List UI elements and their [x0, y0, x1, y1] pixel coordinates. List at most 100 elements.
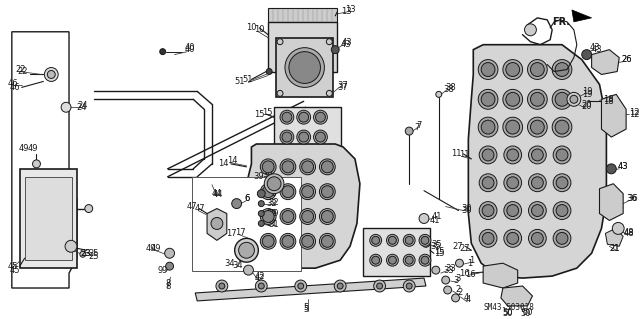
Text: 11: 11: [460, 151, 470, 160]
Text: 13: 13: [341, 7, 352, 16]
Circle shape: [403, 234, 415, 246]
Text: 4: 4: [465, 295, 470, 304]
Text: 43: 43: [340, 40, 351, 49]
Circle shape: [529, 202, 547, 219]
Circle shape: [314, 130, 327, 144]
Text: 7: 7: [414, 122, 419, 132]
Circle shape: [282, 161, 294, 173]
Circle shape: [556, 149, 568, 161]
Circle shape: [297, 130, 310, 144]
Text: 27: 27: [453, 242, 463, 251]
Text: 6: 6: [244, 194, 250, 203]
Circle shape: [334, 280, 346, 292]
Text: 48: 48: [623, 229, 634, 238]
Text: 12: 12: [629, 110, 639, 119]
Text: 34: 34: [224, 259, 235, 268]
Text: 37: 37: [337, 81, 348, 90]
Circle shape: [525, 24, 536, 36]
Text: 2: 2: [456, 286, 461, 294]
Circle shape: [262, 186, 274, 198]
Circle shape: [166, 262, 173, 270]
Text: 20: 20: [582, 100, 592, 109]
Circle shape: [552, 89, 572, 109]
Circle shape: [432, 266, 440, 274]
Polygon shape: [207, 209, 227, 240]
Circle shape: [160, 49, 166, 55]
Circle shape: [506, 120, 520, 134]
Polygon shape: [483, 263, 518, 288]
Circle shape: [529, 229, 547, 247]
Text: 45: 45: [10, 266, 20, 275]
Circle shape: [301, 186, 314, 198]
Text: 15: 15: [434, 249, 444, 258]
Circle shape: [527, 60, 547, 79]
Circle shape: [419, 213, 429, 223]
Text: 17: 17: [235, 228, 245, 237]
Circle shape: [531, 204, 543, 217]
Circle shape: [260, 209, 276, 225]
Circle shape: [282, 132, 292, 142]
Circle shape: [326, 90, 332, 96]
Text: 16: 16: [465, 270, 476, 278]
Text: 36: 36: [627, 194, 638, 203]
Circle shape: [552, 117, 572, 137]
Circle shape: [266, 69, 272, 74]
Text: 32: 32: [266, 199, 277, 208]
Polygon shape: [602, 94, 626, 137]
Circle shape: [321, 161, 333, 173]
Circle shape: [405, 127, 413, 135]
Circle shape: [387, 234, 398, 246]
Circle shape: [504, 174, 522, 192]
Text: 47: 47: [195, 204, 205, 213]
Circle shape: [482, 204, 494, 217]
Text: 21: 21: [609, 244, 620, 253]
Circle shape: [301, 161, 314, 173]
Circle shape: [555, 120, 569, 134]
Text: 26: 26: [621, 55, 632, 64]
Text: 38: 38: [444, 85, 454, 94]
Polygon shape: [591, 50, 620, 74]
Circle shape: [372, 256, 380, 264]
Circle shape: [280, 110, 294, 124]
Text: 50: 50: [503, 308, 513, 317]
Circle shape: [403, 254, 415, 266]
Circle shape: [280, 234, 296, 249]
Circle shape: [504, 146, 522, 164]
Circle shape: [567, 93, 580, 106]
Circle shape: [527, 117, 547, 137]
Circle shape: [531, 63, 544, 77]
Text: 10: 10: [254, 25, 265, 34]
Text: 23: 23: [81, 249, 92, 258]
Text: 32: 32: [268, 198, 279, 207]
Text: 4: 4: [463, 293, 468, 302]
Circle shape: [282, 235, 294, 247]
Circle shape: [377, 283, 383, 289]
Text: 12: 12: [629, 108, 639, 117]
Text: 3: 3: [454, 276, 459, 285]
Text: 50: 50: [520, 309, 531, 318]
Text: 43: 43: [589, 43, 600, 52]
Circle shape: [297, 110, 310, 124]
Text: 1: 1: [469, 256, 475, 265]
Circle shape: [264, 174, 284, 194]
Circle shape: [531, 233, 543, 244]
Text: 33: 33: [444, 266, 454, 275]
Text: 46: 46: [8, 79, 19, 88]
Text: 15: 15: [434, 247, 444, 256]
Circle shape: [326, 39, 332, 45]
Circle shape: [612, 222, 624, 234]
Circle shape: [374, 280, 385, 292]
Text: 39: 39: [262, 170, 273, 179]
Circle shape: [452, 294, 460, 302]
Bar: [274, 107, 341, 149]
Text: 20: 20: [582, 102, 592, 111]
Circle shape: [556, 177, 568, 189]
Bar: [268, 8, 337, 22]
Circle shape: [556, 204, 568, 217]
Text: 35: 35: [431, 240, 442, 249]
Text: 22: 22: [16, 65, 26, 74]
Circle shape: [504, 202, 522, 219]
Circle shape: [285, 48, 324, 87]
Text: 26: 26: [621, 55, 632, 64]
Circle shape: [507, 149, 518, 161]
